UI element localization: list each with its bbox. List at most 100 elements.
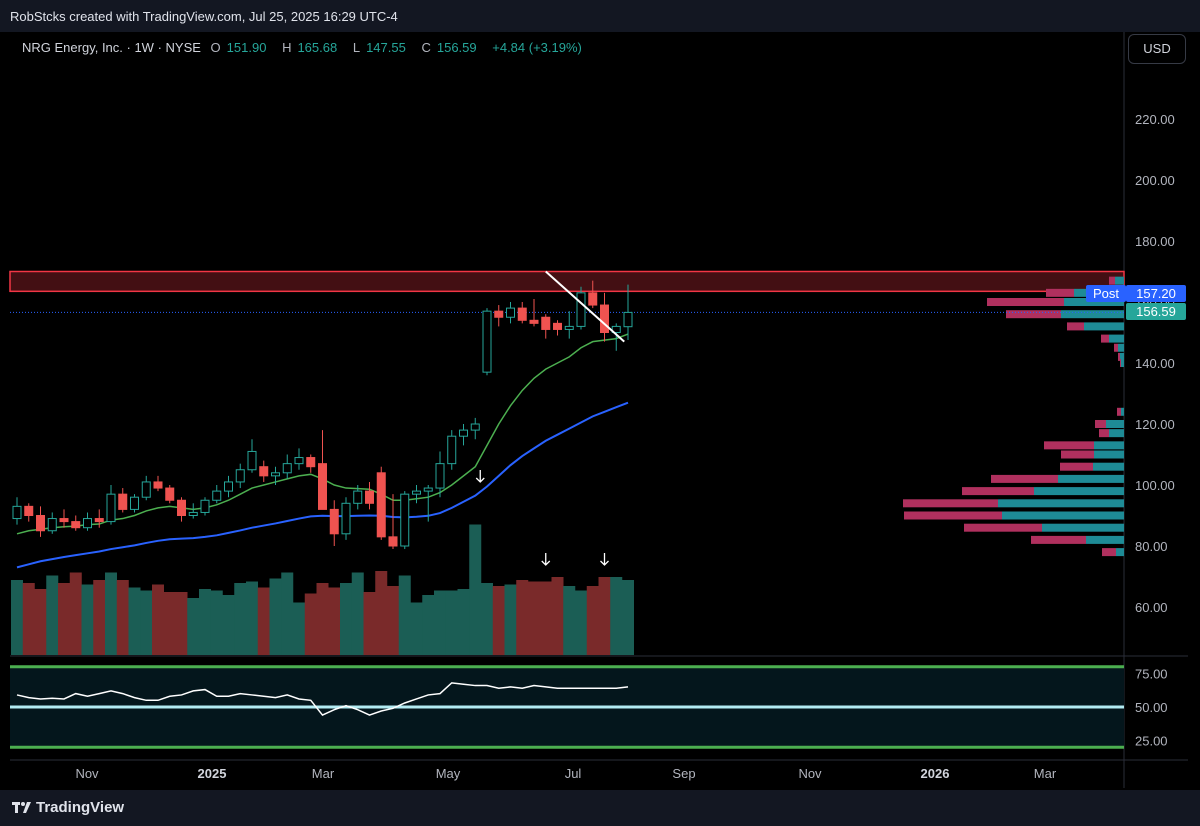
volume-bar (222, 595, 235, 655)
volume-profile-sell (1006, 310, 1061, 319)
candle-body (235, 469, 245, 483)
volume-bar (46, 575, 59, 655)
volume-profile-buy (1094, 450, 1124, 459)
tradingview-brand[interactable]: TradingView (36, 799, 125, 816)
candle-body (588, 292, 598, 306)
volume-bar (293, 602, 305, 655)
volume-bar (528, 581, 540, 655)
candle-body (106, 493, 116, 523)
price-tick-label: 60.00 (1135, 600, 1168, 615)
volume-bar (22, 583, 35, 655)
volume-profile-buy (1120, 352, 1124, 361)
volume-profile-sell (962, 487, 1034, 496)
rsi-tick-label: 75.00 (1135, 667, 1168, 682)
volume-profile-sell (1044, 441, 1094, 450)
currency-button[interactable]: USD (1128, 34, 1186, 64)
volume-profile-sell (964, 523, 1042, 532)
candle-body (165, 487, 175, 501)
volume-bar (152, 584, 164, 655)
price-tick-label: 100.00 (1135, 478, 1175, 493)
rsi-tick-label: 50.00 (1135, 700, 1168, 715)
candle-body (529, 319, 539, 324)
candle-body (247, 450, 257, 471)
close-value: 156.59 (436, 40, 477, 55)
candle-body (130, 496, 139, 510)
volume-profile-sell (1117, 407, 1121, 416)
price-tick-label: 220.00 (1135, 112, 1175, 127)
volume-profile-sell (1060, 462, 1093, 471)
candle-body (517, 307, 527, 321)
candle-body (118, 493, 128, 510)
volume-profile-buy (1086, 535, 1124, 544)
post-label: Post (1093, 286, 1119, 301)
volume-bar (610, 577, 623, 655)
candle-body (153, 481, 163, 489)
volume-bar (69, 572, 82, 655)
volume-bar (492, 586, 505, 655)
volume-profile-buy (1084, 322, 1124, 331)
volume-bar (375, 571, 388, 655)
price-tick-label: 200.00 (1135, 173, 1175, 188)
candle-body (553, 322, 562, 330)
volume-bar (445, 590, 458, 655)
candle-body (623, 311, 633, 328)
volume-bar (116, 580, 129, 655)
last-price-bg (1126, 303, 1186, 320)
post-price-label: 157.20 (1136, 286, 1176, 301)
candle-body (376, 472, 386, 538)
post-label-bg (1086, 285, 1126, 302)
candle-body (318, 463, 327, 510)
rsi-tick-label: 25.00 (1135, 734, 1168, 749)
volume-profile-sell (1031, 535, 1086, 544)
volume-profile-sell (987, 298, 1064, 306)
volume-bar (363, 592, 376, 655)
volume-profile-buy (1109, 334, 1124, 343)
volume-bar (199, 589, 211, 655)
volume-profile-sell (1095, 420, 1106, 428)
arrow-annotation (600, 553, 609, 566)
volume-bar (175, 592, 188, 655)
volume-profile-sell (1046, 288, 1074, 297)
candle-body (564, 325, 574, 330)
candle-body (470, 423, 480, 431)
volume-bar (187, 598, 200, 655)
volume-bar (539, 581, 552, 655)
volume-bar (304, 593, 317, 655)
candle-body (83, 518, 92, 529)
arrow-annotation (475, 470, 485, 483)
candle-body (388, 536, 398, 547)
time-tick-label: Mar (312, 766, 335, 781)
price-tick-label: 120.00 (1135, 417, 1175, 432)
volume-profile-sell (1109, 276, 1115, 285)
open-label: O (210, 40, 221, 55)
volume-profile-buy (1116, 548, 1124, 557)
creator-attribution: RobStcks created with TradingView.com, J… (10, 9, 398, 24)
volume-profile-buy (1042, 523, 1124, 532)
chart-frame[interactable] (10, 32, 1188, 788)
volume-bar (246, 581, 258, 655)
candle-body (71, 521, 81, 529)
volume-profile-buy (1109, 429, 1124, 438)
footer-bar: TradingView (0, 790, 1200, 826)
volume-bar (575, 590, 587, 655)
time-tick-label: 2025 (198, 766, 227, 781)
candle-body (459, 429, 468, 437)
volume-profile-sell (1067, 322, 1084, 331)
volume-bar (210, 590, 223, 655)
volume-profile-buy (1061, 310, 1124, 319)
volume-bar (586, 586, 599, 655)
volume-bar (410, 602, 423, 655)
time-tick-label: Jul (565, 766, 582, 781)
candle-body (400, 493, 410, 547)
post-price-bg (1126, 285, 1186, 302)
volume-bar (105, 572, 117, 655)
volume-profile-buy (1121, 359, 1124, 367)
symbol-name[interactable]: NRG Energy, Inc. · 1W · NYSE (22, 40, 201, 55)
time-tick-label: Sep (672, 766, 695, 781)
price-tick-label: 140.00 (1135, 356, 1175, 371)
volume-profile-buy (1094, 441, 1124, 450)
candle-body (259, 466, 269, 477)
volume-profile-sell (903, 499, 998, 508)
candle-body (47, 518, 57, 532)
